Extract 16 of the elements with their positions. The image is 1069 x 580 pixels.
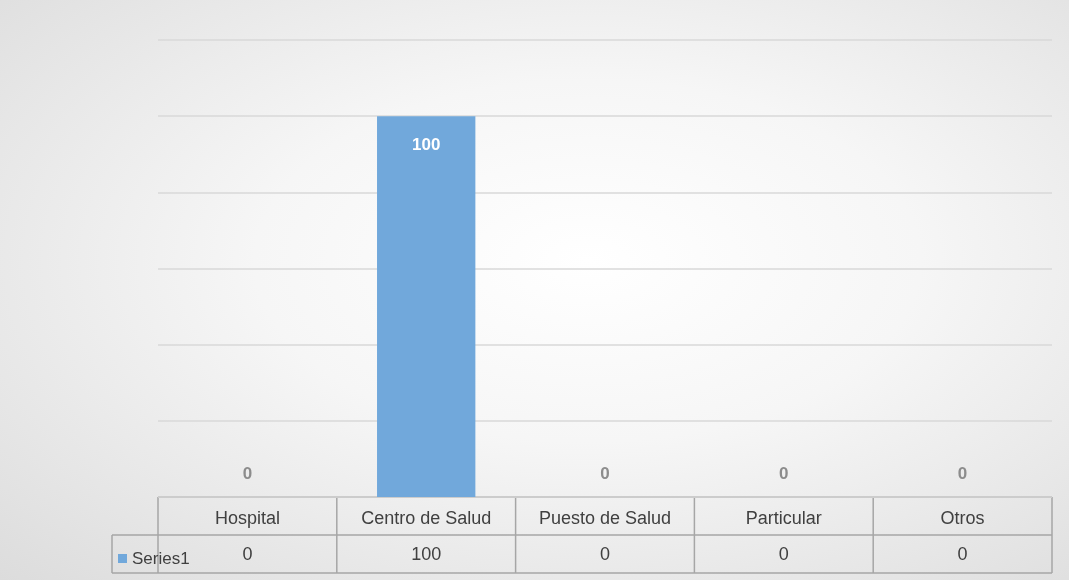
data-label: 0 [957,544,968,564]
x-tick-label: Hospital [214,508,280,528]
annotation: 100 [412,134,441,154]
x-tick-label: Otros [940,508,985,528]
annotation: 0 [242,463,253,483]
annotation: 0 [600,463,610,483]
data-label: 0 [778,544,789,564]
x-tick-label: Particular [745,508,822,528]
data-label: 0 [242,544,253,564]
data-label: 100 [411,544,442,564]
x-tick-label: Centro de Salud [361,508,492,528]
legend-label: Series1 [132,549,190,568]
annotation: 0 [957,463,968,483]
annotation: 0 [779,463,789,483]
x-tick-label: Puesto de Salud [538,508,672,528]
data-label: 0 [599,544,611,564]
